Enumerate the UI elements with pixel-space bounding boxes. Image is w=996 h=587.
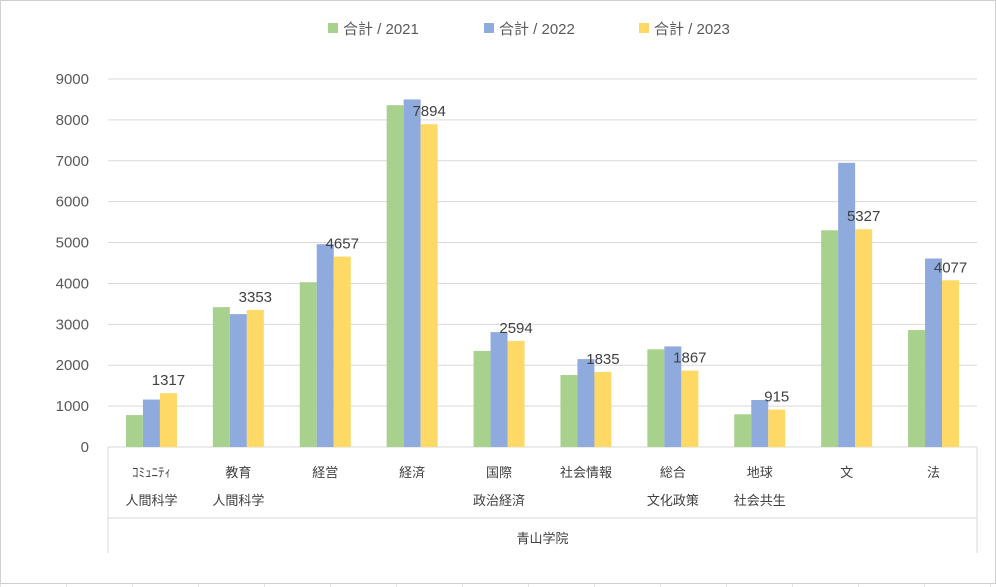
y-tick-label: 3000 <box>56 316 89 333</box>
bar <box>229 314 247 447</box>
category-label: 政治経済 <box>473 493 525 508</box>
data-label: 4077 <box>934 259 967 276</box>
data-label: 5327 <box>847 208 880 225</box>
category-label: 人間科学 <box>212 493 264 508</box>
y-tick-label: 9000 <box>56 71 89 88</box>
data-label: 915 <box>764 389 789 406</box>
bar <box>664 346 682 447</box>
data-label: 2594 <box>499 320 532 337</box>
bar <box>403 99 421 447</box>
bar <box>925 258 943 447</box>
y-tick-label: 4000 <box>56 275 89 292</box>
category-label: 文 <box>840 465 853 480</box>
y-tick-label: 5000 <box>56 235 89 252</box>
bar <box>212 307 230 447</box>
bar <box>734 414 752 447</box>
bar <box>647 349 665 447</box>
bar <box>594 371 612 447</box>
y-tick-label: 1000 <box>56 398 89 415</box>
category-label: 人間科学 <box>125 493 177 508</box>
category-group-label: 青山学院 <box>516 531 568 546</box>
legend-swatch <box>639 23 649 33</box>
data-label: 1835 <box>586 351 619 368</box>
bar <box>473 350 491 447</box>
bar <box>768 409 786 447</box>
y-tick-label: 6000 <box>56 194 89 211</box>
legend-label: 合計 / 2021 <box>343 21 419 38</box>
category-label: 社会情報 <box>560 465 612 480</box>
bar <box>838 162 856 448</box>
bar <box>681 370 699 447</box>
bar <box>577 359 595 447</box>
bar <box>386 105 404 448</box>
bar <box>299 282 317 447</box>
category-label: 経済 <box>399 465 425 480</box>
data-label: 3353 <box>239 289 272 306</box>
bar <box>159 393 177 447</box>
data-labels: 1317 3353 4657 7894 2594 1835 1867 915 5327 4077 <box>152 103 967 405</box>
category-label: 教育 <box>225 465 251 480</box>
bar <box>420 124 438 447</box>
y-tick-label: 8000 <box>56 112 89 129</box>
legend-swatch <box>484 23 494 33</box>
bar <box>908 330 926 447</box>
legend-label: 合計 / 2022 <box>499 21 575 38</box>
bar <box>507 340 525 447</box>
y-tick-label: 0 <box>81 439 89 456</box>
legend-label: 合計 / 2023 <box>654 21 730 38</box>
data-label: 1867 <box>673 350 706 367</box>
axes: 0 1000 2000 3000 4000 5000 6000 7000 8000 9000 ｺﾐｭ… <box>56 71 978 553</box>
category-label: 国際 <box>486 465 512 480</box>
bar <box>751 399 769 447</box>
data-label: 1317 <box>152 372 185 389</box>
bar <box>560 375 578 447</box>
category-label: 総合 <box>660 465 686 480</box>
bar <box>855 229 873 447</box>
data-label: 7894 <box>412 103 445 120</box>
legend: 合計 / 2021 合計 / 2022 合計 / 2023 <box>328 21 730 38</box>
bar <box>246 309 264 447</box>
category-label: ｺﾐｭﾆﾃｨ <box>132 465 171 480</box>
data-label: 4657 <box>326 236 359 253</box>
bars <box>125 99 960 448</box>
category-label: 文化政策 <box>647 493 699 508</box>
bar <box>316 244 334 447</box>
category-label: 地球 <box>747 465 773 480</box>
bar <box>821 230 839 447</box>
category-label: 経営 <box>312 465 338 480</box>
bar <box>125 415 143 447</box>
bar <box>942 280 960 447</box>
legend-swatch <box>328 23 338 33</box>
y-tick-label: 2000 <box>56 357 89 374</box>
category-label: 法 <box>927 465 940 480</box>
bar <box>333 256 351 447</box>
bar <box>490 332 508 447</box>
bar <box>142 399 160 447</box>
y-tick-label: 7000 <box>56 153 89 170</box>
category-label: 社会共生 <box>734 493 786 508</box>
